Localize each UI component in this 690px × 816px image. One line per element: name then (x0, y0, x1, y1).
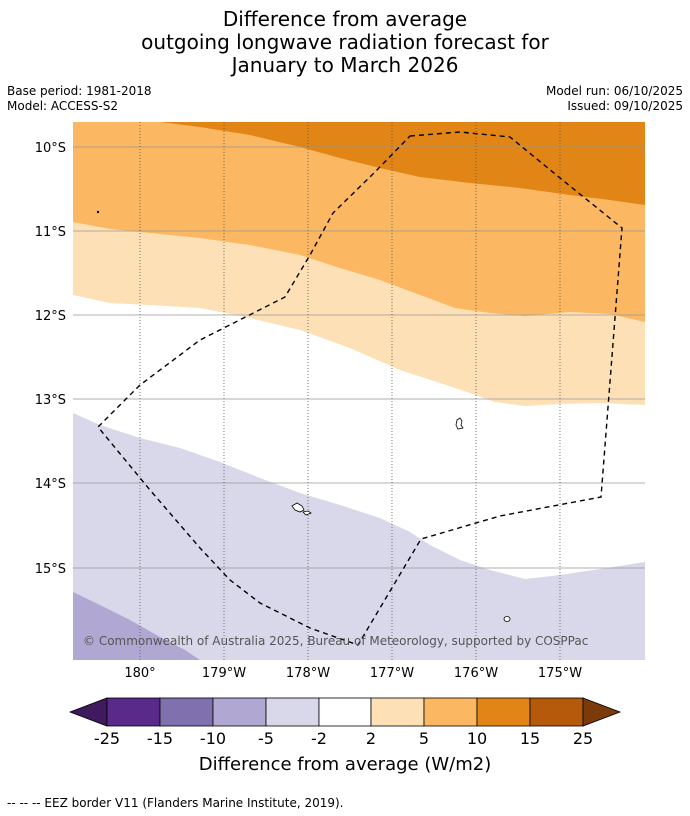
island-small (503, 616, 511, 622)
islands (96, 210, 511, 622)
colorbar-tick: -10 (200, 729, 226, 748)
issued-date: Issued: 09/10/2025 (567, 99, 683, 113)
model-run: Model run: 06/10/2025 (545, 84, 683, 98)
contour-band-10-15 (160, 122, 645, 205)
colorbar-segment (476, 697, 531, 727)
lon-label: 175°W (538, 666, 582, 681)
colorbar-tick: 10 (467, 729, 487, 748)
colorbar-tick: 25 (573, 729, 593, 748)
lon-label: 176°W (454, 666, 498, 681)
colorbar: -25 -15 -10 -5 -2 2 5 10 15 25 Differenc… (68, 697, 622, 775)
lon-label: 179°W (202, 666, 246, 681)
lat-label: 15°S (35, 562, 66, 577)
colorbar-tick: 5 (419, 729, 429, 748)
copyright-text: © Commonwealth of Australia 2025, Bureau… (83, 634, 588, 648)
island-dot (96, 210, 100, 214)
base-period: Base period: 1981-2018 (7, 84, 152, 98)
colorbar-title: Difference from average (W/m2) (199, 754, 491, 775)
meta-left: Base period: 1981-2018 Model: ACCESS-S2 (7, 84, 152, 114)
longitude-labels: 180° 179°W 178°W 177°W 176°W 175°W (124, 666, 582, 681)
colorbar-tick: -5 (258, 729, 274, 748)
title-line-2: outgoing longwave radiation forecast for (141, 30, 549, 54)
colorbar-segment (370, 697, 425, 727)
model-name: Model: ACCESS-S2 (7, 99, 119, 113)
colorbar-tick: 2 (366, 729, 376, 748)
meta-right: Model run: 06/10/2025 Issued: 09/10/2025 (546, 84, 683, 114)
colorbar-segment (212, 697, 267, 727)
colorbar-ticks: -25 -15 -10 -5 -2 2 5 10 15 25 (94, 729, 593, 748)
eez-border (97, 131, 623, 646)
colorbar-tick: 15 (520, 729, 540, 748)
colorbar-segment (265, 697, 320, 727)
colorbar-extend-high (582, 697, 622, 727)
lon-label: 178°W (286, 666, 330, 681)
map-title: Difference from average outgoing longwav… (0, 8, 690, 77)
lon-label: 180° (124, 666, 155, 681)
colorbar-tick: -15 (147, 729, 173, 748)
title-line-3: January to March 2026 (231, 53, 459, 77)
island-wallis (455, 417, 464, 430)
eez-footnote: -- -- -- EEZ border V11 (Flanders Marine… (7, 796, 344, 810)
lat-label: 13°S (35, 393, 66, 408)
contour-band-neg5-neg10 (73, 592, 200, 660)
title-line-1: Difference from average (222, 7, 468, 31)
latitude-gridlines (73, 146, 645, 569)
island-alofi (302, 510, 312, 516)
map-area: © Commonwealth of Australia 2025, Bureau… (73, 122, 645, 660)
colorbar-segment (423, 697, 478, 727)
lat-label: 12°S (35, 309, 66, 324)
lat-label: 10°S (35, 141, 66, 156)
colorbar-segment (318, 697, 372, 727)
contour-band-neg2-neg5 (73, 413, 645, 660)
colorbar-segment (159, 697, 214, 727)
latitude-labels: 10°S 11°S 12°S 13°S 14°S 15°S (35, 141, 66, 577)
colorbar-extend-low (68, 697, 108, 727)
lat-label: 14°S (35, 477, 66, 492)
lon-label: 177°W (370, 666, 414, 681)
colorbar-tick: -25 (94, 729, 120, 748)
island-futuna (291, 502, 305, 513)
colorbar-tick: -2 (311, 729, 327, 748)
colorbar-segment (106, 697, 161, 727)
lat-label: 11°S (35, 225, 66, 240)
colorbar-segment (529, 697, 584, 727)
